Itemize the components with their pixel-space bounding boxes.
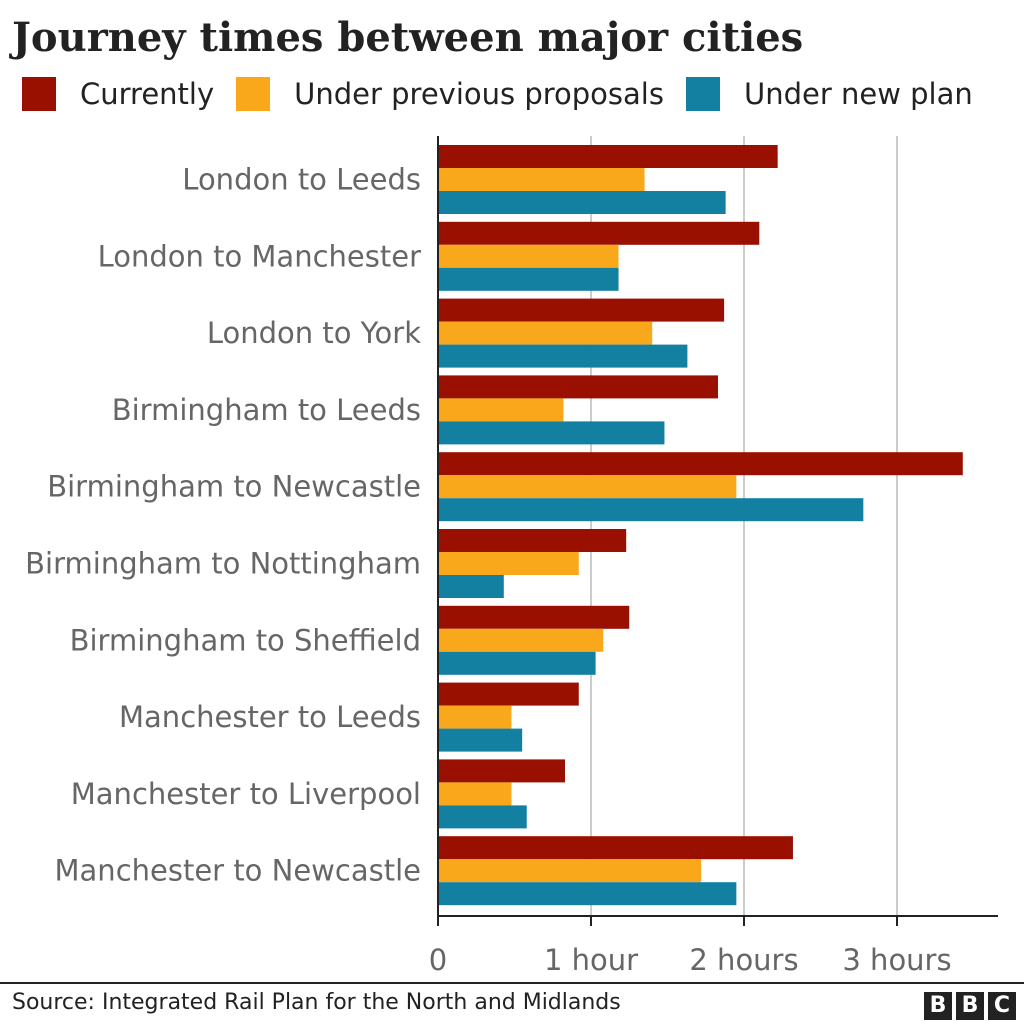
- legend: Currently Under previous proposals Under…: [22, 74, 995, 114]
- bar-under-previous-proposals-london-to-manchester: [438, 244, 619, 268]
- bar-under-new-plan-birmingham-to-nottingham: [438, 575, 504, 598]
- category-label: Manchester to Newcastle: [55, 854, 421, 888]
- bar-currently-london-to-leeds: [438, 145, 778, 168]
- bar-under-new-plan-birmingham-to-newcastle: [438, 498, 864, 522]
- bar-under-new-plan-manchester-to-liverpool: [438, 805, 527, 829]
- x-tick-label: 2 hours: [689, 943, 798, 977]
- bbc-logo: B B C: [920, 992, 1016, 1020]
- bar-under-new-plan-london-to-manchester: [438, 267, 619, 291]
- bar-under-previous-proposals-birmingham-to-leeds: [438, 398, 564, 422]
- x-tick-label: 0: [429, 943, 447, 977]
- bar-under-new-plan-manchester-to-leeds: [438, 728, 523, 752]
- category-label: Manchester to Leeds: [119, 700, 421, 734]
- legend-swatch-previous-proposals: [236, 77, 271, 111]
- legend-label-new-plan: Under new plan: [743, 77, 973, 111]
- bar-under-previous-proposals-manchester-to-newcastle: [438, 859, 702, 883]
- bar-under-new-plan-manchester-to-newcastle: [438, 882, 737, 906]
- bar-currently-manchester-to-liverpool: [438, 759, 565, 783]
- source-note: Source: Integrated Rail Plan for the Nor…: [12, 990, 621, 1015]
- bar-under-previous-proposals-london-to-york: [438, 321, 653, 345]
- footer-divider: [0, 982, 1024, 984]
- bar-under-previous-proposals-birmingham-to-nottingham: [438, 552, 579, 575]
- bar-currently-manchester-to-leeds: [438, 682, 579, 706]
- bar-currently-birmingham-to-leeds: [438, 375, 718, 399]
- bar-currently-birmingham-to-sheffield: [438, 605, 630, 629]
- category-label: London to York: [207, 316, 421, 350]
- bar-currently-manchester-to-newcastle: [438, 836, 793, 860]
- bbc-logo-letter-3: C: [988, 992, 1016, 1020]
- legend-label-currently: Currently: [80, 77, 215, 111]
- bbc-logo-letter-2: B: [956, 992, 984, 1020]
- bbc-logo-letter-1: B: [924, 992, 952, 1020]
- x-tick-label: 3 hours: [842, 943, 951, 977]
- legend-item-new-plan: Under new plan: [685, 77, 973, 111]
- bar-under-new-plan-london-to-leeds: [438, 191, 726, 214]
- x-tick-label: 1 hour: [544, 943, 638, 977]
- legend-label-previous-proposals: Under previous proposals: [294, 77, 664, 111]
- category-label: London to Leeds: [182, 163, 421, 197]
- legend-item-currently: Currently: [22, 77, 214, 111]
- category-label: Birmingham to Leeds: [112, 393, 421, 427]
- legend-swatch-currently: [22, 77, 56, 111]
- legend-item-previous-proposals: Under previous proposals: [236, 77, 664, 111]
- bar-under-new-plan-birmingham-to-leeds: [438, 421, 665, 445]
- bar-under-previous-proposals-birmingham-to-newcastle: [438, 475, 737, 499]
- bar-under-previous-proposals-manchester-to-leeds: [438, 705, 512, 729]
- bar-currently-birmingham-to-newcastle: [438, 452, 963, 476]
- bar-under-previous-proposals-london-to-leeds: [438, 168, 645, 191]
- category-label: Birmingham to Newcastle: [47, 470, 421, 504]
- bar-currently-london-to-manchester: [438, 221, 760, 245]
- bar-under-new-plan-birmingham-to-sheffield: [438, 651, 596, 675]
- category-label: Birmingham to Sheffield: [70, 623, 421, 657]
- category-label: Birmingham to Nottingham: [25, 547, 421, 581]
- bar-currently-london-to-york: [438, 298, 725, 322]
- chart-title: Journey times between major cities: [12, 14, 804, 61]
- bar-under-previous-proposals-manchester-to-liverpool: [438, 782, 512, 806]
- bar-under-previous-proposals-birmingham-to-sheffield: [438, 628, 604, 652]
- bar-under-new-plan-london-to-york: [438, 344, 688, 368]
- category-label: London to Manchester: [98, 239, 422, 273]
- legend-swatch-new-plan: [685, 77, 720, 111]
- bar-currently-birmingham-to-nottingham: [438, 529, 627, 552]
- category-label: Manchester to Liverpool: [71, 777, 421, 811]
